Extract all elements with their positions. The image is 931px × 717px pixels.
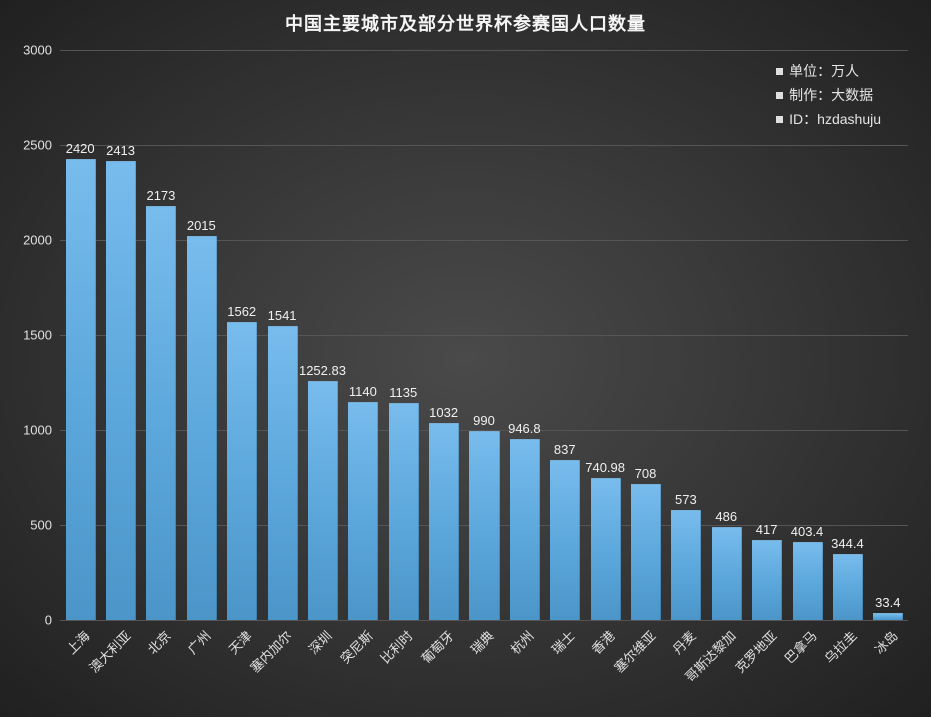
y-tick-label: 3000 — [23, 43, 52, 58]
bar-value-label: 403.4 — [791, 524, 824, 543]
chart-title: 中国主要城市及部分世界杯参赛国人口数量 — [0, 10, 931, 36]
x-tick-label: 葡萄牙 — [416, 626, 457, 667]
x-tick-label: 巴拿马 — [779, 626, 820, 667]
gridline — [60, 620, 908, 621]
plot-area: 0500100015002000250030002420241321732015… — [60, 50, 908, 620]
y-tick-label: 1500 — [23, 328, 52, 343]
bar-value-label: 1252.83 — [299, 363, 346, 382]
bar-value-label: 837 — [554, 442, 576, 461]
bar-value-label: 990 — [473, 413, 495, 432]
bar: 486 — [712, 527, 742, 620]
bar-value-label: 2413 — [106, 143, 135, 162]
bar: 1562 — [227, 322, 257, 620]
x-tick-label: 上海 — [62, 626, 94, 658]
bar-value-label: 344.4 — [831, 536, 864, 555]
x-tick-label: 瑞士 — [546, 626, 578, 658]
x-axis-labels: 上海澳大利亚北京广州天津塞内加尔深圳突尼斯比利时葡萄牙瑞典杭州瑞士香港塞尔维亚丹… — [60, 622, 908, 712]
y-tick-label: 1000 — [23, 423, 52, 438]
bar: 1541 — [268, 326, 298, 620]
x-tick-label: 广州 — [183, 626, 215, 658]
bar-value-label: 1562 — [227, 304, 256, 323]
bar-value-label: 1135 — [389, 385, 417, 404]
x-tick-label: 澳大利亚 — [84, 626, 134, 676]
gridline — [60, 145, 908, 146]
x-tick-label: 天津 — [223, 626, 255, 658]
bar: 837 — [550, 460, 580, 620]
bar-value-label: 1541 — [268, 308, 297, 327]
y-tick-label: 500 — [30, 518, 52, 533]
gridline — [60, 50, 908, 51]
bar: 708 — [631, 484, 661, 620]
bar: 573 — [671, 510, 701, 620]
x-tick-label: 乌拉圭 — [820, 626, 861, 667]
x-tick-label: 杭州 — [506, 626, 538, 658]
bar: 1032 — [429, 423, 459, 620]
bar-value-label: 573 — [675, 492, 697, 511]
bar-value-label: 708 — [635, 466, 657, 485]
x-tick-label: 克罗地亚 — [730, 626, 780, 676]
bar-value-label: 417 — [756, 522, 778, 541]
bar-value-label: 33.4 — [875, 595, 900, 614]
bar: 2015 — [187, 236, 217, 620]
x-tick-label: 香港 — [587, 626, 619, 658]
y-tick-label: 2000 — [23, 233, 52, 248]
bar: 1252.83 — [308, 381, 338, 620]
bar: 2413 — [106, 161, 136, 620]
bar: 1135 — [389, 403, 419, 620]
x-tick-label: 北京 — [143, 626, 175, 658]
bar: 403.4 — [793, 542, 823, 620]
y-tick-label: 0 — [45, 613, 52, 628]
bar: 33.4 — [873, 613, 903, 620]
bar: 1140 — [348, 402, 378, 620]
chart-container: 中国主要城市及部分世界杯参赛国人口数量 单位：万人 制作：大数据 ID：hzda… — [0, 0, 931, 717]
bar-value-label: 2420 — [66, 141, 95, 160]
bar-value-label: 1140 — [349, 384, 377, 403]
x-tick-label: 丹麦 — [667, 626, 699, 658]
bar-value-label: 946.8 — [508, 421, 541, 440]
x-tick-label: 深圳 — [304, 626, 336, 658]
bar: 990 — [469, 431, 499, 620]
bar: 417 — [752, 540, 782, 620]
x-tick-label: 冰岛 — [869, 626, 901, 658]
x-tick-label: 突尼斯 — [335, 626, 376, 667]
x-tick-label: 塞尔维亚 — [609, 626, 659, 676]
bar: 2173 — [146, 206, 176, 620]
bar-value-label: 1032 — [429, 405, 458, 424]
bar-value-label: 2015 — [187, 218, 216, 237]
bar-value-label: 2173 — [146, 188, 175, 207]
bar-value-label: 486 — [715, 509, 737, 528]
x-tick-label: 瑞典 — [466, 626, 498, 658]
bar: 344.4 — [833, 554, 863, 620]
x-tick-label: 塞内加尔 — [245, 626, 295, 676]
bar: 740.98 — [591, 478, 621, 620]
bar-value-label: 740.98 — [585, 460, 625, 479]
bar: 2420 — [66, 159, 96, 620]
x-tick-label: 比利时 — [376, 626, 417, 667]
bar: 946.8 — [510, 439, 540, 620]
y-tick-label: 2500 — [23, 138, 52, 153]
